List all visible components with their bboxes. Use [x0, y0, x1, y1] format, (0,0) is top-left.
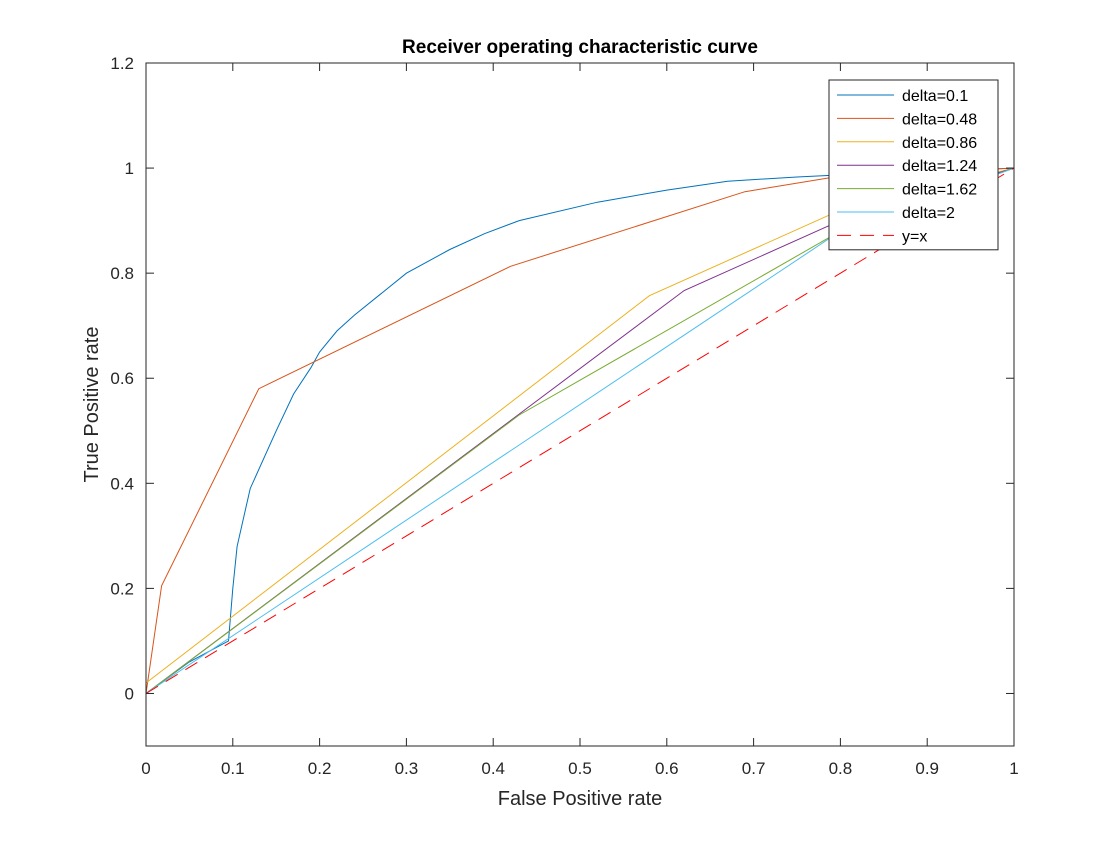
y-tick-label: 1.2 [110, 54, 134, 73]
x-tick-label: 0 [141, 759, 150, 778]
y-tick-label: 0 [125, 684, 134, 703]
legend-entry-1: delta=0.1 [902, 88, 968, 105]
legend-entry-3: delta=0.86 [902, 135, 977, 152]
series-line-7 [146, 167, 1014, 694]
legend-entry-6: delta=2 [902, 205, 955, 222]
series-line-1 [146, 167, 1014, 694]
y-tick-label: 0.6 [110, 369, 134, 388]
x-axis-label: False Positive rate [498, 788, 663, 810]
x-tick-label: 0.6 [655, 759, 679, 778]
x-tick-label: 0.8 [829, 759, 853, 778]
x-tick-label: 0.2 [308, 759, 332, 778]
x-tick-label: 0.3 [395, 759, 419, 778]
x-tick-label: 0.1 [221, 759, 245, 778]
x-tick-label: 0.5 [568, 759, 592, 778]
y-tick-label: 0.4 [110, 474, 134, 493]
legend-entry-5: delta=1.62 [902, 182, 977, 199]
y-axis-label: True Positive rate [81, 327, 103, 483]
x-tick-label: 0.7 [742, 759, 766, 778]
legend-entry-4: delta=1.24 [902, 158, 977, 175]
x-tick-label: 1 [1009, 759, 1018, 778]
legend-entry-2: delta=0.48 [902, 111, 977, 128]
legend: delta=0.1 delta=0.48 delta=0.86 delta=1.24 d… [828, 79, 999, 251]
chart-title: Receiver operating characteristic curve [402, 37, 758, 58]
y-tick-label: 0.2 [110, 579, 134, 598]
y-tick-label: 1 [125, 159, 134, 178]
legend-entry-7: y=x [902, 228, 927, 245]
x-tick-label: 0.4 [481, 759, 505, 778]
ticks-layer: 0 0.1 0.2 0.3 0.4 0.5 0.6 0.7 0.8 0.9 1 0 0.2 0.4 0.6 0… [110, 54, 1018, 778]
x-tick-label: 0.9 [915, 759, 939, 778]
y-tick-label: 0.8 [110, 264, 134, 283]
